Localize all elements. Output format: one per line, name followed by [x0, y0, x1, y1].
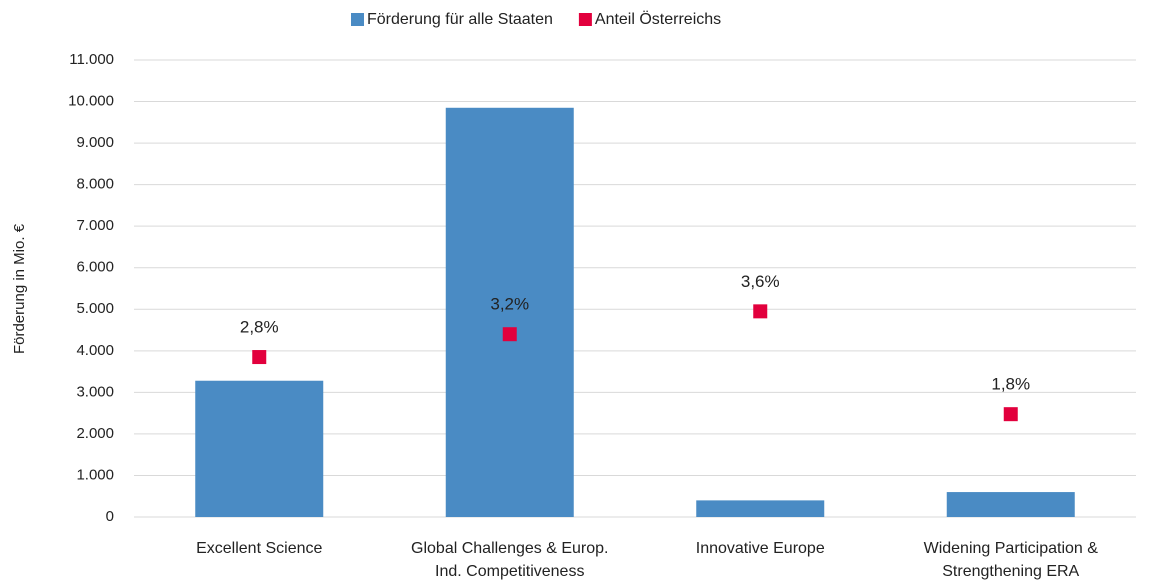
- legend-swatch: [578, 13, 592, 26]
- x-tick-label: Innovative Europe: [696, 540, 825, 557]
- y-axis-label: Förderung in Mio. €: [11, 223, 28, 354]
- marker: [1003, 407, 1018, 422]
- y-tick-label: 7.000: [76, 217, 114, 234]
- bar: [696, 500, 825, 517]
- y-tick-label: 8.000: [76, 176, 114, 193]
- bar: [946, 492, 1075, 517]
- x-tick-label: Global Challenges & Europ.: [411, 540, 608, 557]
- x-tick-label: Ind. Competitiveness: [435, 563, 584, 580]
- data-label: 1,8%: [991, 375, 1030, 394]
- data-label: 3,6%: [741, 272, 780, 291]
- marker: [252, 350, 267, 365]
- data-label: 3,2%: [490, 295, 529, 314]
- legend-label: Anteil Österreichs: [595, 10, 721, 28]
- y-tick-label: 4.000: [76, 342, 114, 359]
- legend-swatch: [351, 13, 364, 26]
- y-tick-label: 6.000: [76, 259, 114, 276]
- y-tick-label: 11.000: [69, 51, 114, 68]
- bar: [445, 107, 574, 517]
- y-tick-label: 3.000: [76, 383, 114, 400]
- y-tick-label: 9.000: [76, 134, 114, 151]
- y-tick-label: 0: [106, 508, 114, 525]
- legend-label: Förderung für alle Staaten: [367, 11, 553, 28]
- x-tick-label: Widening Participation &: [924, 540, 1099, 557]
- x-tick-label: Strengthening ERA: [942, 563, 1079, 580]
- marker: [753, 304, 768, 319]
- bar: [195, 380, 324, 517]
- data-label: 2,8%: [240, 318, 279, 337]
- marker: [502, 327, 517, 342]
- y-tick-label: 2.000: [76, 425, 114, 442]
- x-tick-label: Excellent Science: [196, 540, 322, 557]
- y-tick-label: 1.000: [76, 466, 114, 483]
- y-tick-label: 10.000: [68, 93, 114, 110]
- y-tick-label: 5.000: [76, 300, 114, 317]
